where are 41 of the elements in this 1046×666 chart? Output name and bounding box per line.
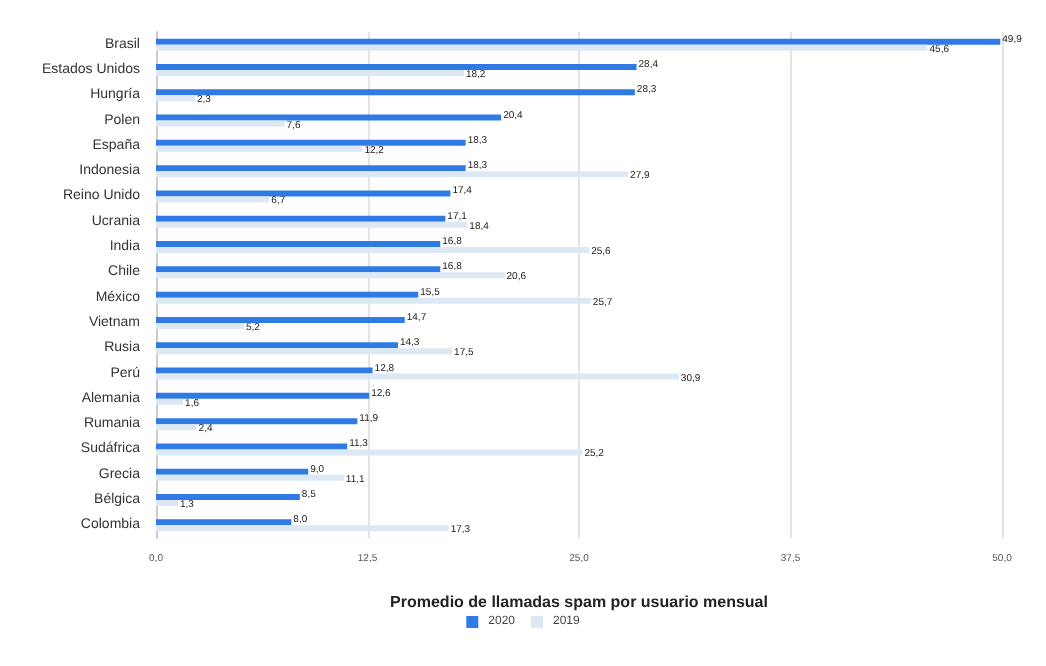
bar [156,266,441,273]
bar [156,221,468,228]
bar [156,449,583,456]
bar [156,316,405,323]
bar [156,63,637,70]
bar [156,373,679,380]
bar [156,145,363,152]
bar [156,165,466,172]
bar [156,494,300,501]
bar [156,215,446,222]
bar [156,392,370,399]
bar [156,342,398,349]
bar [156,114,502,121]
bar [156,120,285,127]
bar [156,38,1001,45]
bar [156,322,244,329]
bar [156,171,629,178]
bar [156,247,590,254]
bar [156,272,505,279]
bar [156,196,270,203]
bar [156,398,184,405]
bar [156,468,309,475]
bar [156,367,373,374]
bar [156,89,635,96]
bar [156,348,453,355]
x-axis-title: Promedio de llamadas spam por usuario mensual [390,593,768,611]
bar [156,474,344,481]
bar [156,190,451,197]
bar [156,95,195,102]
bar [156,291,419,298]
bar [156,139,466,146]
bar [156,418,358,425]
bar [156,424,197,431]
bar [156,525,449,532]
bar [156,519,292,526]
bar [156,44,928,51]
bar [156,500,178,507]
bar [156,241,441,248]
bar [156,297,591,304]
bar [156,443,348,450]
bar [156,69,464,76]
